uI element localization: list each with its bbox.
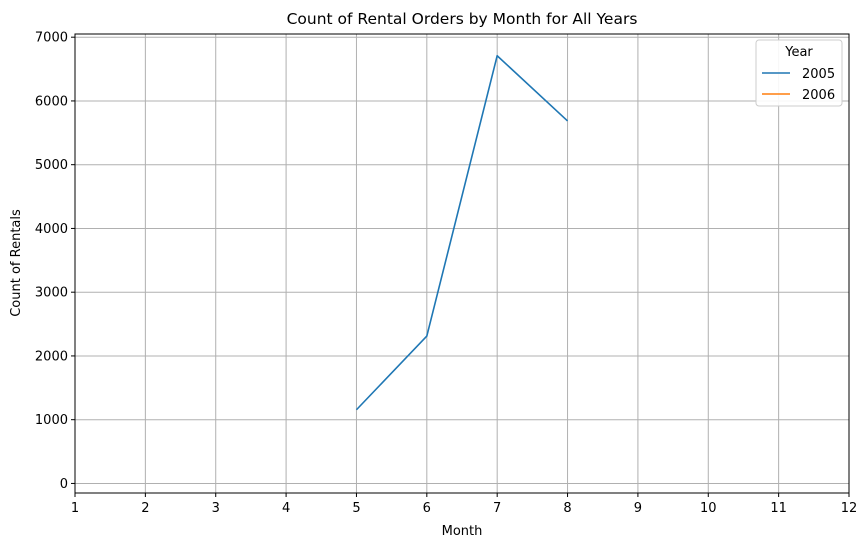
x-tick-label: 12 bbox=[841, 501, 858, 516]
x-tick-label: 3 bbox=[212, 501, 220, 516]
x-tick-label: 8 bbox=[563, 501, 571, 516]
x-tick-label: 10 bbox=[700, 501, 717, 516]
x-tick-label: 4 bbox=[282, 501, 290, 516]
y-tick-label: 1000 bbox=[35, 413, 68, 428]
legend-title: Year bbox=[784, 45, 813, 60]
y-tick-label: 5000 bbox=[35, 158, 68, 173]
x-axis: 1 2 3 4 5 6 7 8 9 10 11 12 bbox=[71, 493, 857, 516]
y-axis: 0 1000 2000 3000 4000 5000 6000 7000 bbox=[35, 31, 75, 492]
series-line-2005 bbox=[355, 54, 569, 411]
legend-label: 2006 bbox=[802, 88, 835, 103]
x-tick-label: 9 bbox=[634, 501, 642, 516]
chart-title: Count of Rental Orders by Month for All … bbox=[287, 10, 638, 28]
y-tick-label: 4000 bbox=[35, 222, 68, 237]
y-tick-label: 3000 bbox=[35, 286, 68, 301]
y-tick-label: 6000 bbox=[35, 94, 68, 109]
legend: Year 2005 2006 bbox=[755, 39, 843, 107]
x-tick-label: 6 bbox=[423, 501, 431, 516]
y-tick-label: 7000 bbox=[35, 31, 68, 46]
y-tick-label: 2000 bbox=[35, 349, 68, 364]
x-tick-label: 1 bbox=[71, 501, 79, 516]
x-tick-label: 7 bbox=[493, 501, 501, 516]
x-tick-label: 5 bbox=[352, 501, 360, 516]
series-layer bbox=[355, 54, 569, 411]
plot-frame bbox=[74, 33, 850, 494]
legend-box bbox=[755, 39, 843, 107]
y-tick-label: 0 bbox=[60, 477, 68, 492]
x-axis-label: Month bbox=[442, 524, 483, 539]
x-tick-label: 2 bbox=[141, 501, 149, 516]
x-tick-label: 11 bbox=[770, 501, 787, 516]
legend-label: 2005 bbox=[802, 67, 835, 82]
legend-entries: 2005 2006 bbox=[762, 67, 835, 103]
y-axis-label: Count of Rentals bbox=[9, 209, 24, 317]
